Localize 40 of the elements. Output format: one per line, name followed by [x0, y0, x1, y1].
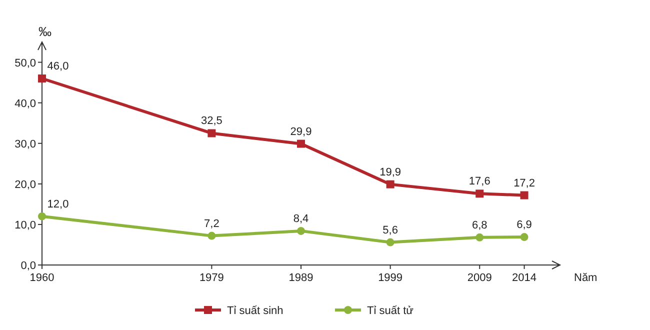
x-axis-title: Năm [574, 272, 598, 284]
y-tick-label: 30,0 [14, 138, 36, 150]
data-label: 32,5 [200, 115, 222, 128]
data-label: 6,8 [472, 219, 488, 232]
x-tick-label: 1979 [199, 272, 224, 284]
x-tick-label: 1989 [288, 272, 314, 284]
point [476, 190, 484, 198]
point [520, 233, 528, 242]
x-tick-label: 1999 [378, 272, 403, 284]
point [297, 140, 305, 148]
point [38, 74, 46, 82]
y-tick-label: 40,0 [14, 98, 36, 110]
y-tick-label: 0,0 [20, 260, 36, 272]
point [208, 232, 216, 240]
y-tick-label: 20,0 [14, 178, 36, 191]
data-label: 5,6 [382, 224, 398, 236]
point [386, 180, 394, 188]
y-tick-label: 10,0 [14, 219, 36, 232]
data-label: 19,9 [380, 166, 402, 178]
x-tick-label: 2009 [467, 272, 492, 284]
data-label: 7,2 [204, 218, 220, 230]
point [386, 238, 394, 246]
x-tick-label: 2014 [512, 272, 537, 284]
legend-label: Tỉ suất tử [367, 305, 414, 317]
data-label: 17,6 [468, 176, 490, 188]
point [38, 212, 46, 220]
y-axis-title: ‰ [38, 24, 52, 39]
legend-label: Tỉ suất sinh [227, 305, 284, 317]
point [208, 129, 216, 138]
data-label: 6,9 [516, 219, 532, 232]
point [297, 226, 305, 235]
data-label: 46,0 [47, 60, 69, 72]
data-label: 12,0 [47, 198, 69, 210]
point [520, 191, 528, 200]
data-label: 8,4 [293, 212, 309, 225]
data-label: 29,9 [290, 126, 312, 138]
y-tick-label: 50,0 [14, 57, 36, 70]
data-label: 17,2 [514, 177, 535, 190]
x-tick-label: 1960 [30, 272, 54, 284]
point [476, 233, 484, 242]
